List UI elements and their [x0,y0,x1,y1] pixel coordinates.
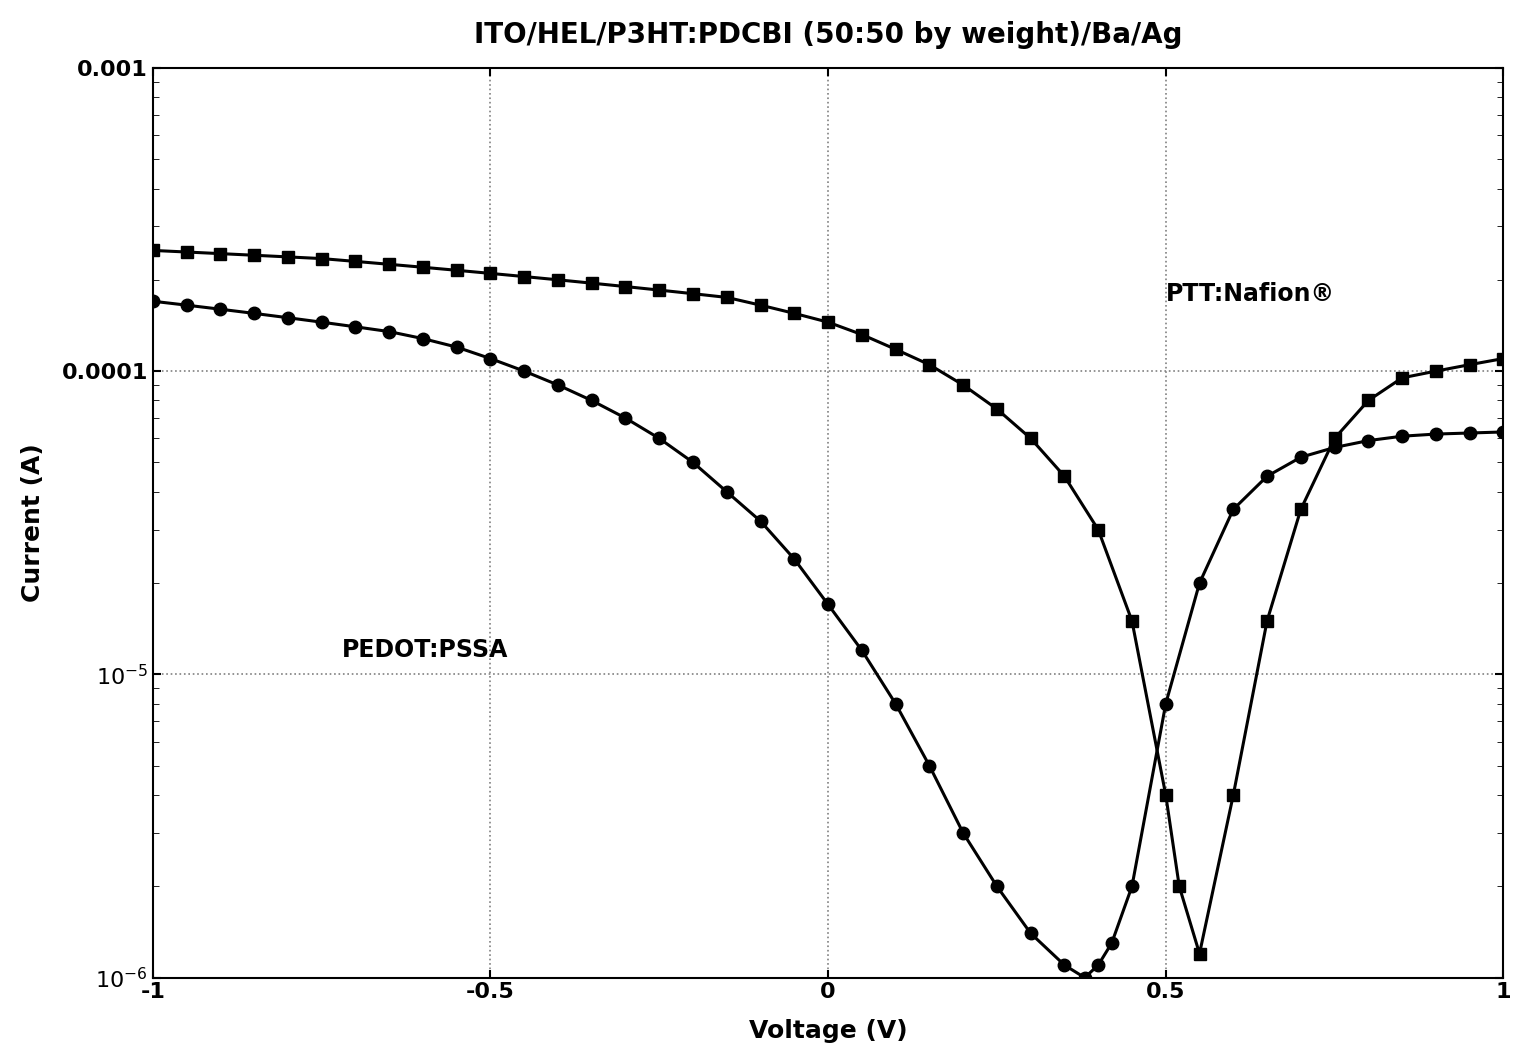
X-axis label: Voltage (V): Voltage (V) [749,1019,907,1043]
Text: PTT:Nafion®: PTT:Nafion® [1166,282,1334,305]
Text: PEDOT:PSSA: PEDOT:PSSA [342,638,509,663]
Y-axis label: Current (A): Current (A) [21,444,44,602]
Title: ITO/HEL/P3HT:PDCBI (50:50 by weight)/Ba/Ag: ITO/HEL/P3HT:PDCBI (50:50 by weight)/Ba/… [473,21,1183,49]
